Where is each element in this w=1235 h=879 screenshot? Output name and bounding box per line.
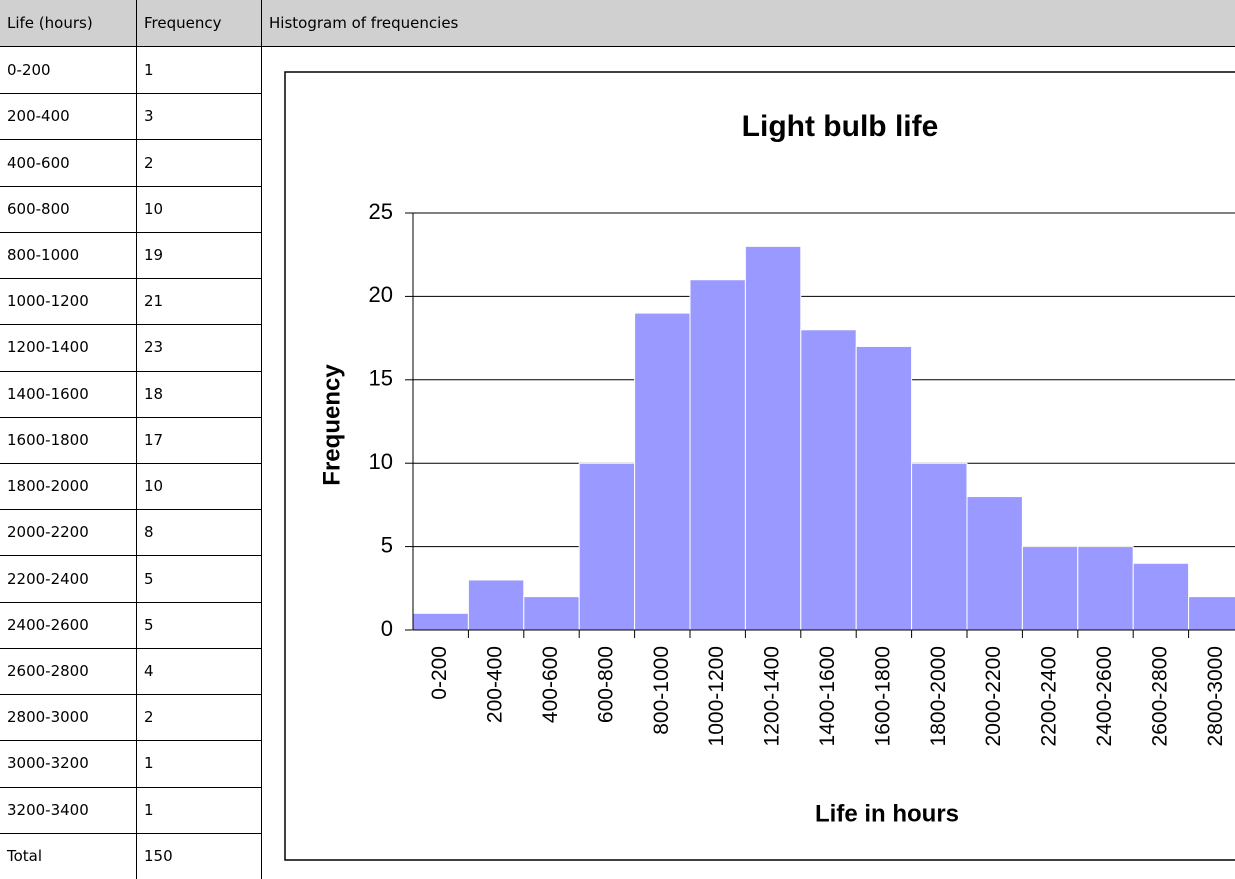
header-cell: Frequency [137,0,262,47]
bar [467,579,525,631]
bar [911,462,968,631]
table-cell: 19 [137,231,262,280]
bar [855,345,913,631]
x-tick-label: 2800-3000 [1204,646,1227,746]
table-cell: 1 [137,740,262,788]
table-cell: 2400-2600 [0,601,137,649]
table-cell: 2000-2200 [0,509,137,557]
table-cell: 21 [137,278,262,326]
y-axis-label: Frequency [318,364,345,486]
table-cell: Total [0,832,137,879]
y-tick-label: 5 [381,532,393,557]
x-tick-label: 400-600 [539,646,562,723]
bar [1077,546,1134,631]
x-tick-label: 800-1000 [650,646,673,735]
bar [689,279,746,631]
x-axis-label: Life in hours [815,800,959,827]
table-cell: 1 [137,786,262,834]
y-tick-label: 15 [369,366,393,391]
x-tick-label: 1000-1200 [705,646,728,746]
y-tick-label: 20 [369,282,393,307]
x-tick-label: 1800-2000 [927,646,950,746]
table-cell: 200-400 [0,93,137,141]
table-cell: 1200-1400 [0,324,137,372]
y-tick-label: 25 [369,199,393,224]
bar [744,245,802,631]
table-cell: 2800-3000 [0,694,137,742]
x-tick-label: 1600-1800 [871,646,894,746]
table-cell: 3 [137,93,262,141]
table-cell: 1000-1200 [0,278,137,326]
x-tick-label: 1400-1600 [816,646,839,746]
x-tick-label: 200-400 [484,646,507,723]
table-cell: 4 [137,647,262,696]
bar [800,329,857,631]
bar [1021,546,1079,631]
y-tick-label: 10 [369,449,393,474]
table-cell: 2 [137,694,262,742]
y-tick-label: 0 [381,616,393,641]
chart-header: Histogram of frequencies [262,0,1235,47]
table-cell: 600-800 [0,185,137,233]
table-cell: 5 [137,601,262,649]
chart-title: Light bulb life [742,110,939,143]
x-tick-label: 2400-2600 [1093,646,1116,746]
x-tick-label: 2200-2400 [1038,646,1061,746]
bar [1132,562,1190,631]
x-tick-label: 0-200 [428,646,451,700]
bar [1188,596,1235,631]
table-cell: 150 [137,832,262,879]
table-cell: 1600-1800 [0,416,137,464]
header-cell: Life (hours) [0,0,137,47]
table-cell: 1800-2000 [0,463,137,511]
table-cell: 17 [137,416,262,464]
table-cell: 5 [137,555,262,603]
table-cell: 18 [137,370,262,418]
table-cell: 3000-3200 [0,740,137,788]
table-cell: 1400-1600 [0,370,137,418]
bar [523,596,580,631]
x-tick-label: 1200-1400 [761,646,784,746]
table-cell: 2 [137,139,262,187]
x-tick-label: 2600-2800 [1148,646,1171,746]
table-cell: 8 [137,509,262,557]
bar [412,612,469,631]
x-tick-label: 600-800 [594,646,617,723]
table-cell: 10 [137,463,262,511]
table-cell: 2600-2800 [0,647,137,696]
table-cell: 2200-2400 [0,555,137,603]
table-cell: 0-200 [0,47,137,95]
x-tick-label: 2000-2200 [982,646,1005,746]
table-cell: 800-1000 [0,231,137,280]
bar [634,312,691,631]
table-cell: 23 [137,324,262,372]
table-cell: 1 [137,47,262,95]
bar [578,462,636,631]
table-cell: 10 [137,185,262,233]
bar [966,496,1023,631]
table-cell: 3200-3400 [0,786,137,834]
table-cell: 400-600 [0,139,137,187]
